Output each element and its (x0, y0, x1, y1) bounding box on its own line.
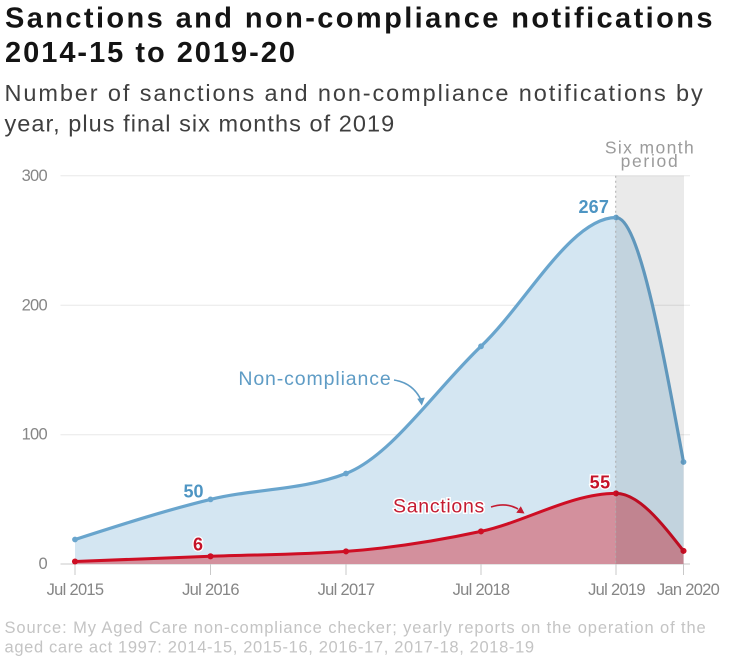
svg-text:50: 50 (183, 482, 203, 502)
svg-text:267: 267 (578, 197, 609, 217)
svg-text:Number of sanctions and non-co: Number of sanctions and non-compliance n… (5, 80, 705, 106)
svg-text:Non-compliance: Non-compliance (238, 368, 391, 390)
svg-text:Six month: Six month (605, 137, 695, 157)
svg-text:Sanctions: Sanctions (393, 496, 485, 518)
svg-text:Jul 2018: Jul 2018 (453, 581, 510, 599)
svg-text:Jul 2015: Jul 2015 (47, 581, 104, 599)
svg-text:55: 55 (590, 472, 611, 492)
svg-text:100: 100 (22, 425, 48, 443)
svg-text:Jul 2016: Jul 2016 (182, 581, 239, 599)
svg-text:year, plus final six months of: year, plus final six months of 2019 (5, 111, 396, 137)
svg-text:Jul 2019: Jul 2019 (588, 581, 645, 599)
svg-text:Jan 2020: Jan 2020 (657, 581, 720, 599)
svg-text:Sanctions and non-compliance n: Sanctions and non-compliance notificatio… (5, 2, 715, 34)
svg-text:aged care act 1997: 2014-15, 2: aged care act 1997: 2014-15, 2015-16, 20… (5, 638, 535, 656)
svg-text:200: 200 (22, 296, 48, 314)
svg-text:2014-15 to 2019-20: 2014-15 to 2019-20 (5, 37, 297, 69)
svg-text:0: 0 (39, 555, 48, 573)
svg-text:Source: My Aged Care non-compl: Source: My Aged Care non-compliance chec… (5, 619, 707, 637)
svg-text:Jul 2017: Jul 2017 (318, 581, 375, 599)
svg-text:period: period (621, 151, 680, 171)
svg-text:6: 6 (193, 534, 203, 554)
svg-text:300: 300 (22, 167, 48, 185)
